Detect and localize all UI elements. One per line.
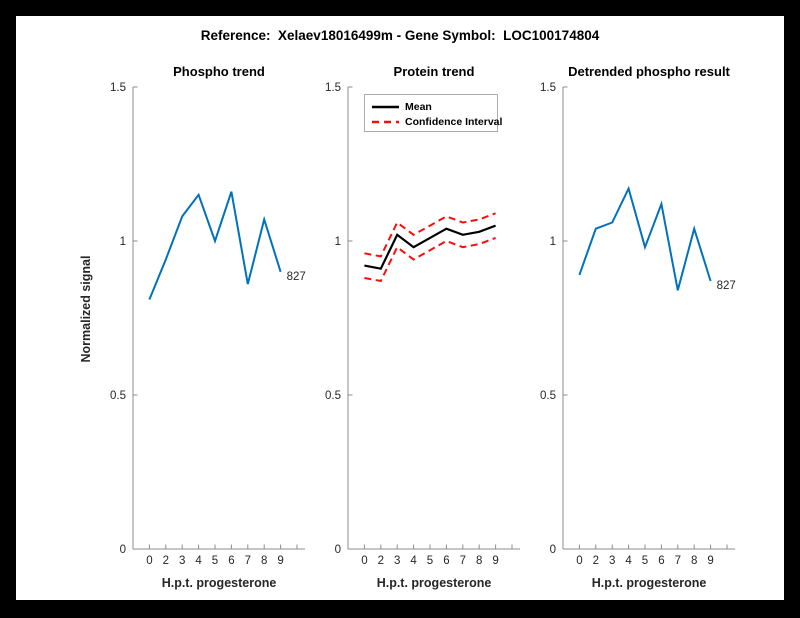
y-tick-label: 0 xyxy=(550,544,556,556)
x-tick-label: 0 xyxy=(576,555,582,567)
protein-trend-plot: 00.511.50 2 3 4 5 6 7 8 9 xyxy=(325,82,520,567)
subplot-protein-trend: Protein trend 0 0.5 1 1.5 0 2 3 4 5 6 7 8 9 Mean Con… xyxy=(313,64,555,600)
x-tick-label: 0 xyxy=(361,555,367,567)
y-tick-label: 1.5 xyxy=(540,82,556,94)
x-tick-label: 6 xyxy=(228,555,234,567)
x-tick-label: 4 xyxy=(410,555,417,567)
x-tick-label: 2 xyxy=(593,555,599,567)
y-tick-label: 0.5 xyxy=(325,390,341,402)
x-tick-label: 9 xyxy=(277,555,283,567)
x-tick-label: 6 xyxy=(658,555,664,567)
x-tick-label: 8 xyxy=(476,555,482,567)
y-tick-label: 0.5 xyxy=(110,390,126,402)
x-tick-label: 2 xyxy=(163,555,169,567)
mean-line xyxy=(364,224,496,270)
y-tick-label: 0.5 xyxy=(540,390,556,402)
x-tick-label: 9 xyxy=(707,555,713,567)
subplot-title-phospho: Phospho trend xyxy=(173,64,265,79)
y-axis-label: Normalized signal xyxy=(79,255,93,363)
x-axis-label: H.p.t. progesterone xyxy=(161,576,277,590)
phospho-line xyxy=(148,191,282,300)
y-tick-label: 1 xyxy=(120,236,126,248)
ci-lower-line xyxy=(364,236,496,283)
detrended-phospho-line xyxy=(578,185,712,291)
legend-item-confidence-interval: Confidence Interval xyxy=(372,114,502,129)
x-tick-label: 6 xyxy=(443,555,449,567)
y-tick-label: 0 xyxy=(120,544,126,556)
x-tick-label: 3 xyxy=(179,555,185,567)
x-tick-label: 8 xyxy=(261,555,267,567)
x-tick-label: 4 xyxy=(195,555,202,567)
x-tick-label: 4 xyxy=(625,555,632,567)
y-tick-label: 1 xyxy=(550,236,556,248)
x-tick-label: 9 xyxy=(492,555,498,567)
mean-line-sample-icon xyxy=(372,105,399,108)
x-tick-label: 5 xyxy=(212,555,218,567)
figure-title: Reference: Xelaev18016499m - Gene Symbol… xyxy=(200,28,600,43)
y-tick-label: 1.5 xyxy=(325,82,341,94)
series-end-label: 827 xyxy=(287,271,306,283)
y-tick-label: 1 xyxy=(335,236,341,248)
x-tick-label: 3 xyxy=(394,555,400,567)
x-tick-label: 7 xyxy=(245,555,251,567)
legend: Mean Confidence Interval xyxy=(364,94,502,132)
y-tick-label: 0 xyxy=(335,544,341,556)
x-tick-label: 3 xyxy=(609,555,615,567)
figure-background: Reference: Xelaev18016499m - Gene Symbol… xyxy=(16,16,784,600)
subplot-detrended-phospho: Detrended phospho result 0 0.5 1 1.5 0 2 3 4 5 6 7… xyxy=(528,64,770,600)
x-tick-label: 0 xyxy=(146,555,152,567)
x-tick-label: 7 xyxy=(460,555,466,567)
confidence-interval-line-sample-icon xyxy=(372,120,399,123)
legend-item-mean: Mean xyxy=(372,99,497,114)
subplot-title-detrended: Detrended phospho result xyxy=(568,64,730,79)
axes: 00.511.50 2 3 4 5 6 7 8 9 xyxy=(110,82,305,567)
ci-upper-line xyxy=(364,212,496,258)
axes: 00.511.50 2 3 4 5 6 7 8 9 xyxy=(325,82,520,567)
x-tick-label: 2 xyxy=(378,555,384,567)
subplot-title-protein: Protein trend xyxy=(393,64,475,79)
legend-label-confidence-interval: Confidence Interval xyxy=(405,115,503,128)
x-axis-label: H.p.t. progesterone xyxy=(376,576,492,590)
x-tick-label: 5 xyxy=(427,555,433,567)
x-axis-label: H.p.t. progesterone xyxy=(591,576,707,590)
axes: 00.511.50 2 3 4 5 6 7 8 9 xyxy=(540,82,735,567)
subplot-phospho-trend: Phospho trend 0 0.5 1 1.5 0 2 3 4 5 6 7 8 9 827 H.p.t… xyxy=(98,64,340,600)
y-tick-label: 1.5 xyxy=(110,82,126,94)
x-tick-label: 7 xyxy=(675,555,681,567)
x-tick-label: 8 xyxy=(691,555,697,567)
x-tick-label: 5 xyxy=(642,555,648,567)
series-end-label: 827 xyxy=(717,280,736,292)
legend-label-mean: Mean xyxy=(405,100,432,113)
